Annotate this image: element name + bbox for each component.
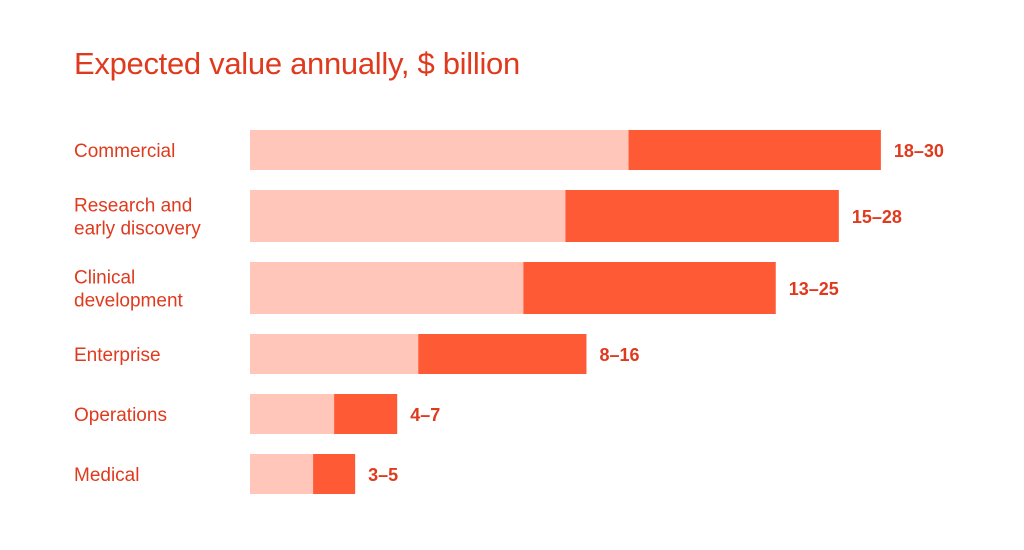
value-label-commercial: 18–30 [894,141,944,161]
value-label-clinical-development: 13–25 [789,279,839,299]
bar-low-operations [250,394,335,434]
category-label-commercial: Commercial [74,141,175,162]
category-label-clinical-development: Clinical development [74,268,184,312]
bar-low-medical [250,454,314,494]
bar-high-enterprise [418,334,587,374]
category-label-enterprise: Enterprise [74,345,161,366]
value-label-research-and-early-discovery: 15–28 [852,207,902,227]
bar-high-research-and-early-discovery [565,190,839,242]
bar-high-medical [313,454,356,494]
bar-high-commercial [628,130,881,170]
bar-high-clinical-development [523,262,776,314]
bar-low-research-and-early-discovery [250,190,566,242]
bar-low-clinical-development [250,262,524,314]
value-label-medical: 3–5 [368,465,398,485]
chart-title: Expected value annually, $ billion [74,46,520,81]
bar-high-operations [334,394,398,434]
bar-low-commercial [250,130,629,170]
value-label-operations: 4–7 [410,405,440,425]
category-label-operations: Operations [74,405,167,426]
value-label-enterprise: 8–16 [599,345,639,365]
bar-low-enterprise [250,334,419,374]
category-label-research-and-early-discovery: Research and early discovery [74,196,201,240]
category-label-medical: Medical [74,465,139,486]
